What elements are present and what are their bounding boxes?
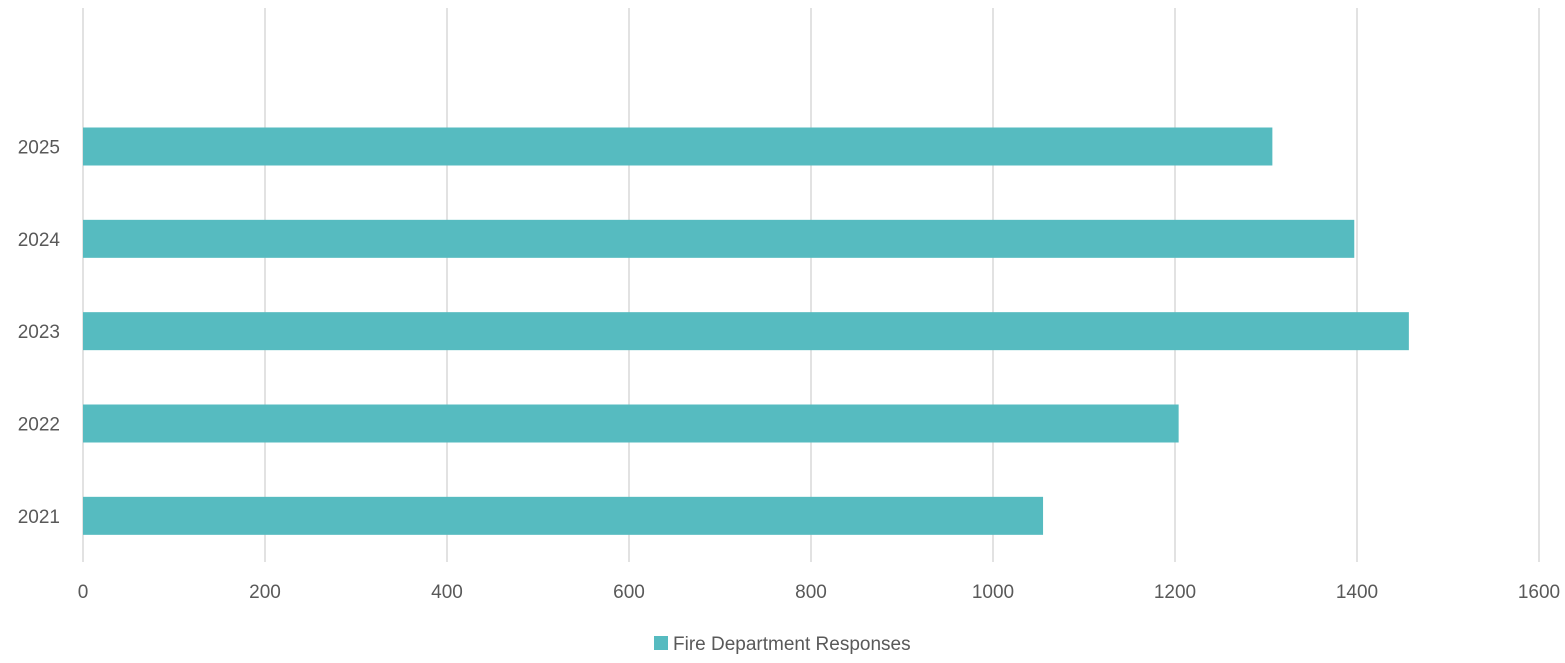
bars <box>83 127 1409 535</box>
y-tick-label: 2021 <box>18 507 60 528</box>
bar-2023 <box>83 312 1409 351</box>
legend-swatch <box>654 636 668 650</box>
bar-2021 <box>83 496 1044 535</box>
x-tick-label: 1200 <box>1154 582 1196 603</box>
bar-2022 <box>83 404 1179 443</box>
y-tick-label: 2024 <box>18 230 61 251</box>
x-tick-label: 600 <box>613 582 645 603</box>
x-tick-label: 1000 <box>972 582 1014 603</box>
legend-label: Fire Department Responses <box>673 634 911 655</box>
y-tick-label: 2022 <box>18 415 60 436</box>
bar-2025 <box>83 127 1273 166</box>
y-axis-tick-labels: 2021 2022 2023 2024 2025 <box>18 138 61 528</box>
x-tick-label: 800 <box>795 582 827 603</box>
legend: Fire Department Responses <box>654 634 911 655</box>
x-axis-tick-labels: 0 200 400 600 800 1000 1200 1400 1600 <box>78 582 1560 603</box>
bar-2024 <box>83 219 1355 258</box>
y-tick-label: 2023 <box>18 322 60 343</box>
x-tick-label: 200 <box>249 582 281 603</box>
x-tick-label: 400 <box>431 582 463 603</box>
x-tick-label: 0 <box>78 582 89 603</box>
gridlines <box>82 8 1540 562</box>
x-tick-label: 1400 <box>1336 582 1378 603</box>
x-tick-label: 1600 <box>1518 582 1560 603</box>
y-tick-label: 2025 <box>18 138 60 159</box>
